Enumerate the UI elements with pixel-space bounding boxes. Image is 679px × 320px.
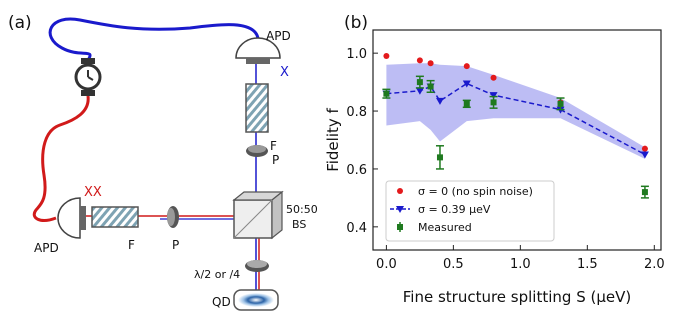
filter-left-label: F bbox=[128, 238, 135, 252]
bs-label-ratio: 50:50 bbox=[286, 203, 318, 216]
x-label: X bbox=[280, 65, 289, 80]
legend-measured-marker bbox=[397, 224, 403, 230]
setup-diagram: (a) APD X F P bbox=[8, 13, 318, 310]
polarizer-top-label: P bbox=[272, 153, 279, 167]
apd-left-label: APD bbox=[34, 241, 59, 255]
filter-top bbox=[246, 84, 268, 132]
sigma0-point bbox=[428, 60, 434, 66]
filter-left bbox=[92, 207, 138, 227]
clock-icon bbox=[76, 58, 100, 96]
sigma0-point bbox=[464, 63, 470, 69]
sigma0-point bbox=[491, 75, 497, 81]
legend-measured-label: Measured bbox=[418, 221, 472, 234]
filter-top-label: F bbox=[270, 139, 277, 153]
y-tick-label: 0.8 bbox=[346, 105, 367, 120]
legend-sigma0-marker bbox=[397, 188, 403, 194]
legend: σ = 0 (no spin noise) σ = 0.39 μeV Measure… bbox=[386, 181, 554, 241]
y-tick-label: 1.0 bbox=[346, 47, 367, 62]
blue-fiber bbox=[50, 19, 258, 60]
x-tick-label: 1.5 bbox=[577, 257, 598, 272]
panel-b-label: (b) bbox=[344, 13, 368, 33]
measured-point bbox=[642, 189, 648, 195]
legend-sigma0-label: σ = 0 (no spin noise) bbox=[418, 185, 533, 198]
sigma0-point bbox=[383, 53, 389, 59]
measured-point bbox=[383, 91, 389, 97]
measured-point bbox=[491, 99, 497, 105]
qd-label: QD bbox=[212, 295, 231, 309]
measured-point bbox=[464, 101, 470, 107]
apd-left-icon bbox=[58, 198, 86, 238]
sigma-band-layer bbox=[386, 63, 645, 159]
measured-point bbox=[428, 83, 434, 89]
apd-top-label: APD bbox=[266, 29, 291, 43]
measured-point bbox=[558, 101, 564, 107]
x-axis-label: Fine structure splitting S (μeV) bbox=[403, 288, 631, 306]
y-tick-label: 0.6 bbox=[346, 163, 367, 178]
y-axis-label: Fidelity f bbox=[324, 107, 342, 171]
measured-point bbox=[417, 79, 423, 85]
bs-label: BS bbox=[292, 218, 306, 231]
xx-label: XX bbox=[84, 185, 102, 200]
sigma-band bbox=[386, 63, 645, 159]
x-tick-label: 2.0 bbox=[644, 257, 665, 272]
sigma0-point bbox=[642, 146, 648, 152]
sigma0-point bbox=[417, 57, 423, 63]
x-tick-label: 0.0 bbox=[376, 257, 397, 272]
panel-a-label: (a) bbox=[8, 13, 32, 33]
waveplate-label: λ/2 or /4 bbox=[194, 268, 240, 281]
fidelity-chart: 0.0 0.5 1.0 1.5 2.0 0.4 0.6 0.8 1.0 Fine structu… bbox=[324, 30, 665, 306]
x-tick-label: 0.5 bbox=[443, 257, 464, 272]
polarizer-left-label: P bbox=[172, 238, 179, 252]
beam-splitter-cube bbox=[234, 192, 282, 238]
x-tick-label: 1.0 bbox=[510, 257, 531, 272]
y-tick-label: 0.4 bbox=[346, 221, 367, 236]
measured-point bbox=[437, 154, 443, 160]
legend-sigma-label: σ = 0.39 μeV bbox=[418, 203, 491, 216]
